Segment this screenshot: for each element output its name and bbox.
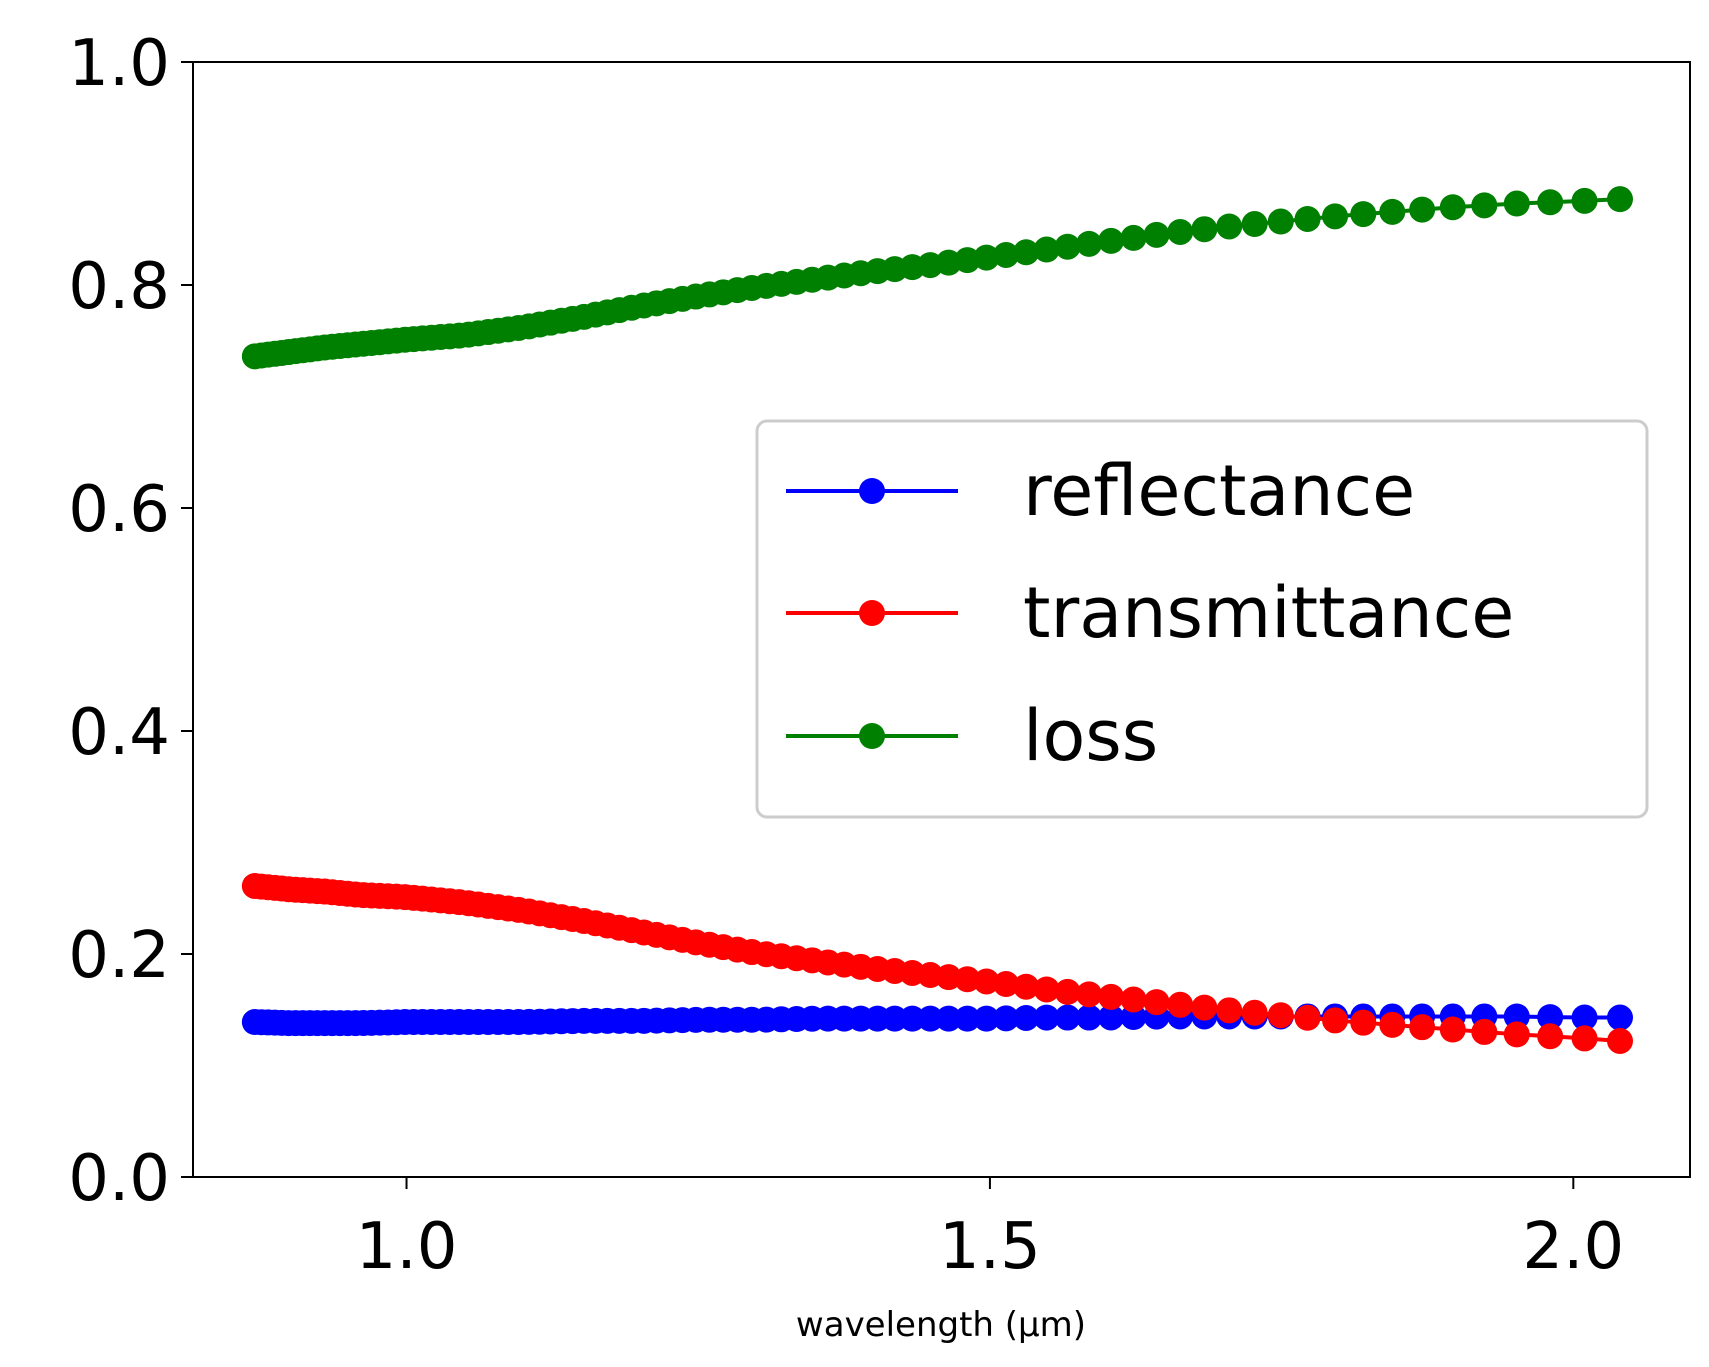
loss-point	[1267, 208, 1294, 235]
reflectance-point	[1606, 1004, 1633, 1031]
loss-point	[954, 247, 981, 274]
legend-label-loss: loss	[1023, 695, 1158, 777]
transmittance-point	[1471, 1018, 1498, 1045]
y-tick-label: 0.0	[68, 1142, 170, 1216]
transmittance-point	[1098, 983, 1125, 1010]
reflectance-point	[899, 1005, 926, 1032]
x-axis-title: wavelength (µm)	[796, 1305, 1086, 1345]
reflectance-point	[1054, 1004, 1081, 1031]
loss-point	[1120, 224, 1147, 251]
series-layer	[241, 186, 1633, 1054]
loss-point	[1054, 233, 1081, 260]
transmittance-point	[1439, 1016, 1466, 1043]
legend-marker-loss	[859, 723, 885, 749]
transmittance-point	[1350, 1009, 1377, 1036]
transmittance-point	[973, 968, 1000, 995]
loss-point	[1167, 218, 1194, 245]
transmittance-point	[993, 971, 1020, 998]
reflectance-point	[1503, 1003, 1530, 1030]
transmittance-point	[1537, 1023, 1564, 1050]
transmittance-point	[1216, 997, 1243, 1024]
y-tick-label: 0.2	[68, 919, 170, 993]
transmittance-point	[1143, 989, 1170, 1016]
legend-label-transmittance: transmittance	[1023, 572, 1514, 654]
legend-marker-reflectance	[859, 478, 885, 504]
reflectance-point	[917, 1005, 944, 1032]
transmittance-point	[1267, 1002, 1294, 1029]
x-tick-label: 1.5	[939, 1210, 1041, 1284]
loss-point	[1013, 239, 1040, 266]
series-loss	[241, 186, 1633, 370]
loss-point	[1379, 198, 1406, 225]
loss-point	[1076, 230, 1103, 257]
transmittance-point	[1241, 999, 1268, 1026]
reflectance-point	[1571, 1004, 1598, 1031]
loss-point	[993, 241, 1020, 268]
reflectance-point	[1098, 1004, 1125, 1031]
legend-box	[755, 419, 1649, 819]
y-tick-label: 0.6	[68, 473, 170, 547]
reflectance-point	[1013, 1004, 1040, 1031]
legend: reflectance transmittance loss	[755, 419, 1649, 819]
loss-point	[1033, 236, 1060, 263]
loss-point	[1322, 203, 1349, 230]
loss-point	[973, 244, 1000, 271]
reflectance-point	[1076, 1004, 1103, 1031]
loss-point	[1350, 201, 1377, 228]
reflectance-point	[1537, 1004, 1564, 1031]
reflectance-point	[935, 1005, 962, 1032]
transmittance-point	[1076, 981, 1103, 1008]
loss-point	[1606, 186, 1633, 213]
transmittance-point	[1167, 991, 1194, 1018]
loss-point	[1537, 189, 1564, 216]
transmittance-point	[1120, 986, 1147, 1013]
loss-point	[1409, 196, 1436, 223]
transmittance-point	[1294, 1004, 1321, 1031]
legend-marker-transmittance	[859, 600, 885, 626]
loss-point	[1216, 213, 1243, 240]
y-tick-label: 0.4	[68, 696, 170, 770]
y-tick-label: 0.8	[68, 250, 170, 324]
loss-point	[1143, 221, 1170, 248]
loss-point	[1191, 216, 1218, 243]
reflectance-point	[954, 1005, 981, 1032]
reflectance-point	[993, 1005, 1020, 1032]
loss-point	[1294, 205, 1321, 232]
loss-point	[1471, 192, 1498, 219]
loss-point	[1571, 187, 1598, 214]
y-axis: 0.0 0.2 0.4 0.6 0.8 1.0	[68, 27, 193, 1216]
series-transmittance	[241, 872, 1633, 1054]
transmittance-point	[1033, 976, 1060, 1003]
transmittance-point	[1013, 973, 1040, 1000]
loss-point	[1439, 194, 1466, 221]
legend-label-reflectance: reflectance	[1023, 450, 1415, 532]
transmittance-point	[1571, 1025, 1598, 1052]
transmittance-point	[1409, 1014, 1436, 1041]
transmittance-point	[1379, 1011, 1406, 1038]
loss-point	[1241, 211, 1268, 238]
transmittance-point	[1322, 1007, 1349, 1034]
x-tick-label: 1.0	[356, 1210, 458, 1284]
transmittance-point	[1503, 1021, 1530, 1048]
reflectance-point	[973, 1005, 1000, 1032]
loss-point	[1098, 227, 1125, 254]
loss-point	[1503, 190, 1530, 217]
y-tick-label: 1.0	[68, 27, 170, 101]
x-axis: 1.0 1.5 2.0	[356, 1177, 1624, 1284]
transmittance-point	[1054, 978, 1081, 1005]
transmittance-point	[1191, 994, 1218, 1021]
reflectance-point	[1033, 1004, 1060, 1031]
transmittance-point	[1606, 1027, 1633, 1054]
x-tick-label: 2.0	[1522, 1210, 1624, 1284]
transmittance-point	[954, 966, 981, 993]
